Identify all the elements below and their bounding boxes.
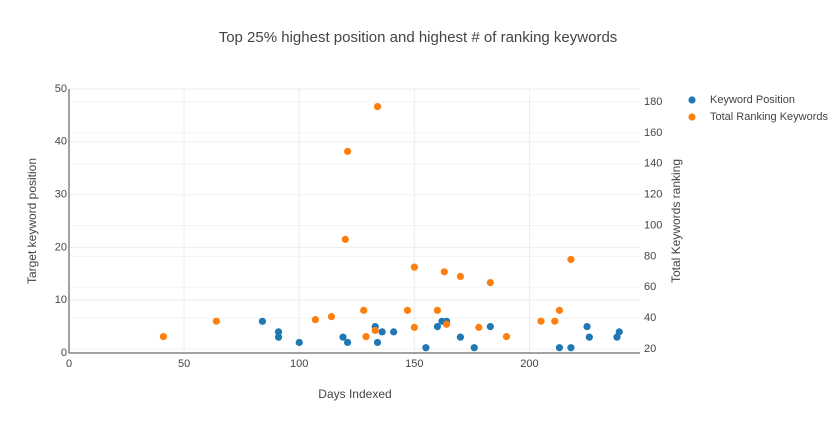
y2-tick-label: 180 bbox=[644, 96, 662, 108]
point bbox=[343, 147, 352, 155]
x-axis-title: Days Indexed bbox=[318, 387, 391, 401]
point bbox=[585, 333, 593, 341]
point bbox=[456, 333, 465, 341]
point bbox=[274, 333, 283, 341]
point bbox=[470, 344, 478, 352]
point bbox=[295, 338, 303, 347]
y2-tick-label: 160 bbox=[644, 127, 662, 139]
point bbox=[551, 317, 559, 325]
chart-title: Top 25% highest position and highest # o… bbox=[219, 29, 618, 46]
point bbox=[343, 338, 352, 347]
point bbox=[433, 323, 441, 331]
y2-tick-label: 20 bbox=[644, 343, 656, 355]
x-tick-label: 0 bbox=[66, 358, 72, 370]
y2-axis-title: Total Keywords ranking bbox=[669, 159, 683, 283]
point bbox=[327, 312, 336, 321]
point bbox=[502, 333, 511, 341]
point bbox=[360, 306, 368, 314]
point bbox=[537, 317, 545, 325]
point bbox=[373, 103, 382, 111]
legend-marker bbox=[688, 96, 696, 104]
point bbox=[486, 323, 494, 331]
x-tick-label: 100 bbox=[290, 358, 308, 370]
point bbox=[456, 272, 465, 281]
point bbox=[410, 263, 418, 271]
y2-tick-label: 40 bbox=[644, 312, 656, 324]
point bbox=[371, 326, 379, 335]
y-tick-label: 10 bbox=[55, 294, 67, 306]
point bbox=[442, 320, 451, 328]
point bbox=[486, 279, 494, 287]
point bbox=[475, 323, 483, 331]
y-tick-label: 40 bbox=[55, 136, 67, 148]
point bbox=[373, 338, 382, 347]
point bbox=[583, 323, 591, 331]
point bbox=[555, 306, 564, 314]
point bbox=[339, 333, 347, 341]
y-tick-label: 50 bbox=[55, 83, 67, 95]
legend-label: Total Ranking Keywords bbox=[710, 111, 829, 123]
point bbox=[615, 328, 623, 336]
y2-tick-label: 140 bbox=[644, 158, 662, 170]
y2-tick-label: 100 bbox=[644, 219, 662, 231]
y2-tick-label: 120 bbox=[644, 189, 662, 201]
point bbox=[341, 235, 349, 243]
point bbox=[274, 328, 283, 336]
point bbox=[378, 328, 386, 336]
y-tick-label: 20 bbox=[55, 241, 67, 253]
point bbox=[258, 317, 267, 325]
legend-label: Keyword Position bbox=[710, 94, 795, 106]
legend-marker bbox=[688, 113, 696, 121]
x-tick-label: 200 bbox=[520, 358, 538, 370]
point bbox=[567, 255, 575, 264]
point bbox=[403, 306, 412, 314]
x-tick-label: 50 bbox=[178, 358, 190, 370]
point bbox=[422, 344, 430, 352]
point bbox=[433, 306, 441, 314]
point bbox=[362, 333, 370, 341]
point bbox=[410, 323, 418, 331]
point bbox=[555, 344, 564, 352]
point bbox=[440, 268, 448, 276]
point bbox=[567, 344, 575, 352]
x-tick-label: 150 bbox=[405, 358, 423, 370]
y2-tick-label: 80 bbox=[644, 250, 656, 262]
point bbox=[159, 333, 167, 341]
point bbox=[212, 317, 220, 325]
y-tick-label: 0 bbox=[61, 347, 67, 359]
y-tick-label: 30 bbox=[55, 189, 67, 201]
y2-tick-label: 60 bbox=[644, 281, 656, 293]
point bbox=[311, 316, 319, 324]
y-axis-title: Target keyword position bbox=[25, 158, 39, 284]
point bbox=[390, 328, 398, 336]
